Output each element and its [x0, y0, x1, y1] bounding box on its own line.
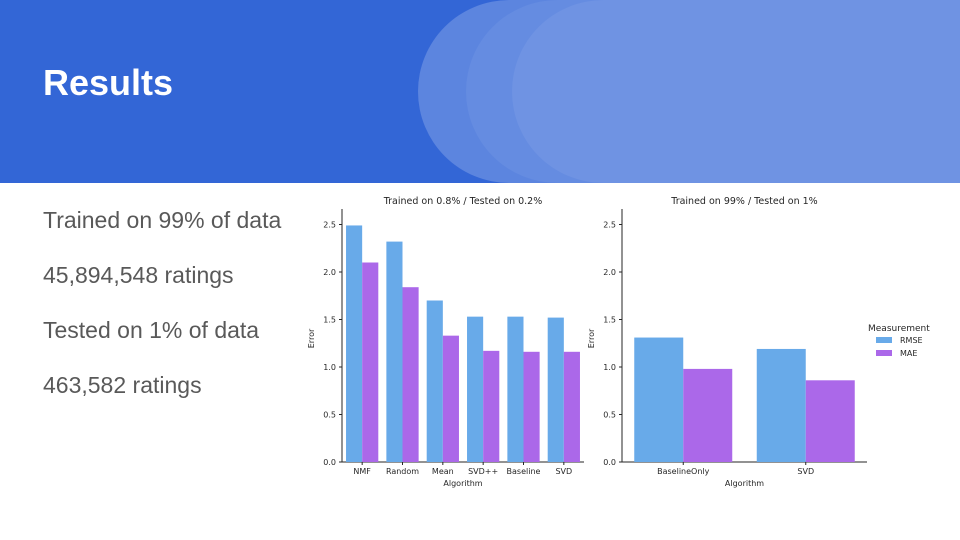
bar-mae-baseline	[523, 351, 540, 462]
y-tick-label: 1.5	[603, 316, 616, 325]
bar-rmse-svd	[467, 316, 484, 462]
bar-mae-svd	[805, 380, 855, 462]
bar-rmse-baselineonly	[634, 337, 684, 462]
y-tick-label: 2.0	[323, 268, 336, 277]
bullet-item: 45,894,548 ratings	[43, 262, 234, 288]
y-tick-label: 0.5	[323, 411, 336, 420]
bar-rmse-baseline	[507, 316, 524, 462]
x-tick-label: SVD	[797, 467, 814, 476]
legend-title: Measurement	[868, 324, 930, 334]
x-tick-label: Mean	[432, 467, 454, 476]
bar-mae-svd	[483, 350, 500, 462]
y-axis-label: Error	[307, 328, 316, 348]
legend-label-mae: MAE	[900, 349, 917, 358]
x-axis-label: Algorithm	[443, 479, 482, 488]
bar-rmse-svd	[756, 348, 806, 462]
chart-title: Trained on 99% / Tested on 1%	[670, 196, 817, 207]
bar-mae-mean	[442, 335, 459, 462]
bar-rmse-mean	[426, 300, 443, 462]
chart-title: Trained on 0.8% / Tested on 0.2%	[383, 196, 543, 207]
slide-header: Results	[0, 0, 960, 183]
y-tick-label: 1.5	[323, 316, 336, 325]
y-tick-label: 0.5	[603, 411, 616, 420]
y-tick-label: 2.5	[323, 221, 336, 230]
bullet-item: Tested on 1% of data	[43, 317, 260, 343]
chart-legend: Measurement RMSE MAE	[868, 324, 930, 358]
x-tick-label: BaselineOnly	[657, 467, 710, 476]
chart-right: Trained on 99% / Tested on 1% 0.0 0.5 1.0 1.…	[587, 196, 867, 488]
legend-swatch-mae	[876, 350, 892, 356]
legend-label-rmse: RMSE	[900, 336, 923, 345]
bar-rmse-svd	[547, 317, 564, 462]
x-tick-label: SVD++	[468, 467, 498, 476]
y-tick-label: 0.0	[603, 458, 616, 467]
y-tick-label: 1.0	[603, 363, 616, 372]
header-decoration	[512, 0, 960, 183]
bar-mae-baselineonly	[683, 368, 733, 462]
slide-title: Results	[43, 62, 174, 103]
x-tick-label: Random	[386, 467, 419, 476]
y-tick-label: 0.0	[323, 458, 336, 467]
bar-mae-svd	[563, 351, 580, 462]
bullet-item: 463,582 ratings	[43, 372, 202, 398]
x-axis-label: Algorithm	[725, 479, 764, 488]
chart-left: Trained on 0.8% / Tested on 0.2% 0.0 0.5 1.…	[307, 196, 584, 488]
x-tick-label: NMF	[353, 467, 371, 476]
x-tick-label: Baseline	[507, 467, 541, 476]
bullet-item: Trained on 99% of data	[43, 207, 282, 233]
y-tick-label: 2.0	[603, 268, 616, 277]
legend-swatch-rmse	[876, 337, 892, 343]
y-axis-label: Error	[587, 328, 596, 348]
y-tick-label: 1.0	[323, 363, 336, 372]
bar-rmse-random	[386, 241, 403, 462]
y-tick-label: 2.5	[603, 221, 616, 230]
x-tick-label: SVD	[555, 467, 572, 476]
bar-mae-nmf	[362, 262, 379, 462]
bar-mae-random	[402, 287, 419, 462]
bar-rmse-nmf	[346, 225, 363, 462]
